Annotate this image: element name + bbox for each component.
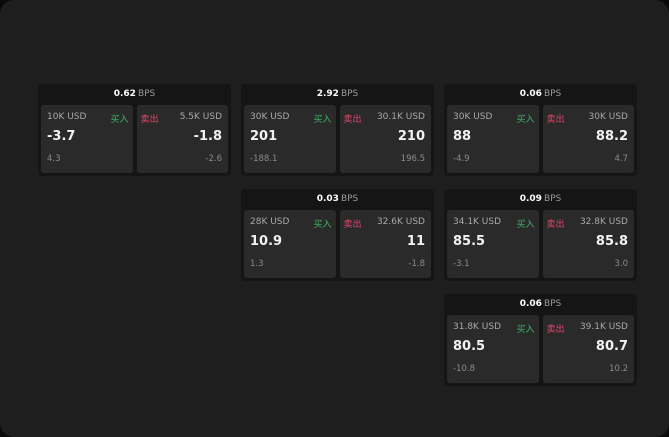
sell-card[interactable]: 卖出 32.6K USD 11 -1.8 [339, 210, 431, 278]
spread-value: 0.03 [316, 194, 339, 204]
sell-amount: 32.6K USD [376, 217, 425, 227]
sell-price: 80.7 [595, 339, 628, 354]
spread-unit: BPS [543, 299, 562, 309]
buy-card[interactable]: 30K USD 买入 88 -4.9 [447, 105, 539, 173]
buy-price: -3.7 [47, 129, 76, 144]
sell-card[interactable]: 卖出 30.1K USD 210 196.5 [339, 105, 431, 173]
buy-diff: -188.1 [250, 154, 278, 164]
sell-price: 210 [397, 129, 425, 144]
spread-unit: BPS [137, 89, 156, 99]
buy-diff: -4.9 [453, 154, 470, 164]
buy-label: 买入 [516, 115, 535, 125]
quote-group: 0.06 BPS 31.8K USD 买入 80.5 -10.8 卖出 39.1K… [444, 294, 637, 386]
sell-label: 卖出 [343, 220, 362, 230]
spread-header: 0.06 BPS [444, 294, 637, 315]
sell-diff: 10.2 [609, 364, 628, 374]
spread-value: 0.06 [519, 89, 542, 99]
buy-price: 201 [250, 129, 278, 144]
spread-unit: BPS [340, 194, 359, 204]
spread-value: 0.09 [519, 194, 542, 204]
buy-diff: -3.1 [453, 259, 470, 269]
buy-price: 85.5 [453, 234, 486, 249]
spread-header: 0.06 BPS [444, 84, 637, 105]
buy-price: 88 [453, 129, 472, 144]
sell-label: 卖出 [546, 115, 565, 125]
spread-unit: BPS [543, 89, 562, 99]
buy-diff: -10.8 [453, 364, 475, 374]
buy-card[interactable]: 34.1K USD 买入 85.5 -3.1 [447, 210, 539, 278]
buy-label: 买入 [313, 220, 332, 230]
spread-header: 0.62 BPS [38, 84, 231, 105]
sell-diff: -2.6 [205, 154, 222, 164]
spread-header: 0.03 BPS [241, 189, 434, 210]
buy-amount: 34.1K USD [453, 217, 502, 227]
spread-header: 2.92 BPS [241, 84, 434, 105]
sell-amount: 30.1K USD [376, 112, 425, 122]
quote-group: 0.62 BPS 10K USD 买入 -3.7 4.3 卖出 5.5K USD … [38, 84, 231, 176]
buy-label: 买入 [313, 115, 332, 125]
buy-diff: 1.3 [250, 259, 264, 269]
sell-label: 卖出 [546, 220, 565, 230]
buy-amount: 30K USD [453, 112, 493, 122]
spread-unit: BPS [543, 194, 562, 204]
quote-group: 0.03 BPS 28K USD 买入 10.9 1.3 卖出 32.6K USD… [241, 189, 434, 281]
sell-diff: 196.5 [400, 154, 425, 164]
quote-group: 0.06 BPS 30K USD 买入 88 -4.9 卖出 30K USD 88… [444, 84, 637, 176]
quote-group: 0.09 BPS 34.1K USD 买入 85.5 -3.1 卖出 32.8K … [444, 189, 637, 281]
sell-price: 88.2 [595, 129, 628, 144]
sell-amount: 5.5K USD [179, 112, 222, 122]
buy-label: 买入 [110, 115, 129, 125]
sell-card[interactable]: 卖出 30K USD 88.2 4.7 [542, 105, 634, 173]
sell-amount: 30K USD [588, 112, 628, 122]
buy-price: 80.5 [453, 339, 486, 354]
quote-group: 2.92 BPS 30K USD 买入 201 -188.1 卖出 30.1K U… [241, 84, 434, 176]
buy-diff: 4.3 [47, 154, 61, 164]
sell-card[interactable]: 卖出 39.1K USD 80.7 10.2 [542, 315, 634, 383]
sell-label: 卖出 [546, 325, 565, 335]
buy-card[interactable]: 28K USD 买入 10.9 1.3 [244, 210, 336, 278]
spread-value: 2.92 [316, 89, 339, 99]
sell-price: -1.8 [193, 129, 222, 144]
sell-amount: 39.1K USD [579, 322, 628, 332]
spread-value: 0.62 [113, 89, 136, 99]
buy-amount: 28K USD [250, 217, 290, 227]
buy-amount: 31.8K USD [453, 322, 502, 332]
buy-card[interactable]: 10K USD 买入 -3.7 4.3 [41, 105, 133, 173]
sell-card[interactable]: 卖出 32.8K USD 85.8 3.0 [542, 210, 634, 278]
buy-amount: 30K USD [250, 112, 290, 122]
sell-diff: 4.7 [614, 154, 628, 164]
spread-header: 0.09 BPS [444, 189, 637, 210]
buy-amount: 10K USD [47, 112, 87, 122]
buy-label: 买入 [516, 325, 535, 335]
buy-price: 10.9 [250, 234, 283, 249]
buy-card[interactable]: 31.8K USD 买入 80.5 -10.8 [447, 315, 539, 383]
sell-price: 11 [406, 234, 425, 249]
sell-amount: 32.8K USD [579, 217, 628, 227]
spread-unit: BPS [340, 89, 359, 99]
sell-card[interactable]: 卖出 5.5K USD -1.8 -2.6 [136, 105, 228, 173]
sell-diff: -1.8 [408, 259, 425, 269]
sell-price: 85.8 [595, 234, 628, 249]
sell-label: 卖出 [140, 115, 159, 125]
spread-value: 0.06 [519, 299, 542, 309]
sell-label: 卖出 [343, 115, 362, 125]
sell-diff: 3.0 [614, 259, 628, 269]
buy-card[interactable]: 30K USD 买入 201 -188.1 [244, 105, 336, 173]
buy-label: 买入 [516, 220, 535, 230]
